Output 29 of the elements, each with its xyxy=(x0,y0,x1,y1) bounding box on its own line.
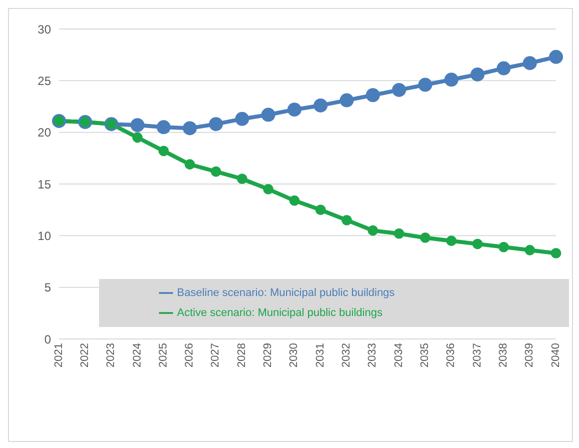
x-tick-label: 2036 xyxy=(445,343,458,368)
y-tick-label: 20 xyxy=(38,126,52,140)
y-tick-label: 10 xyxy=(38,228,52,243)
x-tick-label: 2025 xyxy=(157,343,170,368)
x-tick-label: 2021 xyxy=(52,343,65,368)
x-tick-label: 2029 xyxy=(262,343,274,368)
x-tick-label: 2039 xyxy=(524,343,536,368)
x-tick-label: 2038 xyxy=(497,343,510,368)
x-tick-label: 2030 xyxy=(288,343,300,368)
x-tick-label: 2024 xyxy=(131,343,144,368)
x-tick-label: 2031 xyxy=(314,343,326,368)
legend-label: Baseline scenario: Municipal public buildings xyxy=(177,287,395,299)
x-tick-label: 2032 xyxy=(340,343,353,368)
x-tick-label: 2028 xyxy=(236,343,248,368)
x-tick-label: 2023 xyxy=(105,343,118,368)
x-tick-label: 2026 xyxy=(184,343,196,368)
x-tick-label: 2037 xyxy=(471,343,484,368)
y-tick-label: 5 xyxy=(44,280,52,295)
y-tick-label: 25 xyxy=(38,74,52,88)
legend-label: Active scenario: Municipal public buildings xyxy=(177,307,382,319)
x-tick-label: 2033 xyxy=(366,343,379,368)
y-tick-label: 0 xyxy=(44,332,52,346)
y-tick-label: 15 xyxy=(38,177,52,192)
x-tick-label: 2027 xyxy=(210,343,222,368)
x-tick-label: 2035 xyxy=(419,343,432,368)
x-tick-label: 2034 xyxy=(392,343,405,368)
x-tick-label: 2022 xyxy=(78,343,91,368)
x-tick-label: 2040 xyxy=(550,343,562,368)
y-tick-label: 30 xyxy=(38,22,52,36)
